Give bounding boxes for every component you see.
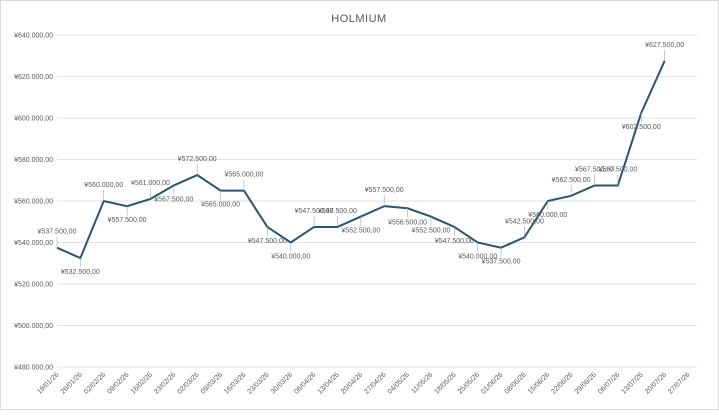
value-label: ¥547.500,00: [295, 208, 334, 215]
value-label: ¥540.000,00: [458, 254, 497, 261]
y-tick-label: ¥640.000,00: [14, 33, 53, 40]
value-label: ¥560.000,00: [84, 182, 123, 189]
value-label: ¥565.000,00: [201, 202, 240, 209]
value-label: ¥537.500,00: [38, 229, 77, 236]
value-label: ¥572.500,00: [178, 156, 217, 163]
value-label: ¥547.500,00: [248, 238, 287, 245]
value-label: ¥560.000,00: [528, 212, 567, 219]
value-label: ¥557.500,00: [108, 217, 147, 224]
y-tick-label: ¥520.000,00: [14, 282, 53, 289]
value-label: ¥567.500,00: [598, 166, 637, 173]
y-tick-label: ¥560.000,00: [14, 199, 53, 206]
value-label: ¥565.000,00: [224, 172, 263, 179]
value-label: ¥552.500,00: [341, 228, 380, 235]
y-tick-label: ¥480.000,00: [14, 365, 53, 372]
value-label: ¥562.500,00: [552, 177, 591, 184]
value-label: ¥567.500,00: [575, 166, 614, 173]
value-label: ¥556.500,00: [388, 219, 427, 226]
y-tick-label: ¥540.000,00: [14, 240, 53, 247]
value-label: ¥540.000,00: [271, 254, 310, 261]
value-label: ¥561.000,00: [131, 180, 170, 187]
value-label: ¥602.500,00: [622, 124, 661, 131]
value-label: ¥537.500,00: [482, 259, 521, 266]
y-tick-label: ¥620.000,00: [14, 74, 53, 81]
value-label: ¥542.500,00: [505, 218, 544, 225]
value-label: ¥547.500,00: [318, 208, 357, 215]
value-label: ¥532.500,00: [61, 269, 100, 276]
chart-title: HOLMIUM: [331, 13, 386, 25]
value-label: ¥627.500,00: [645, 42, 684, 49]
y-tick-label: ¥600.000,00: [14, 116, 53, 123]
y-tick-label: ¥580.000,00: [14, 157, 53, 164]
value-label: ¥547.500,00: [435, 238, 474, 245]
y-tick-label: ¥500.000,00: [14, 323, 53, 330]
value-label: ¥552.500,00: [411, 228, 450, 235]
value-label: ¥567.500,00: [154, 196, 193, 203]
value-label: ¥557.500,00: [365, 187, 404, 194]
